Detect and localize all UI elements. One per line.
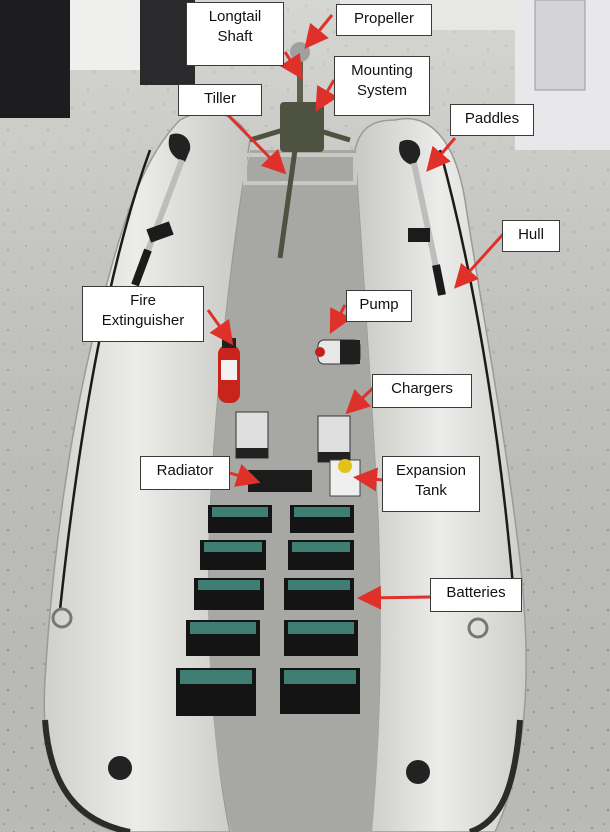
arrow-batteries	[357, 585, 431, 610]
pump-head	[340, 340, 360, 364]
label-hull-text: Hull	[518, 226, 544, 243]
arrow-fire	[206, 309, 234, 346]
label-paddles-text: Paddles	[464, 110, 520, 127]
label-longtail-line2: Shaft	[217, 28, 253, 45]
label-longtail-line1: Longtail	[208, 8, 262, 25]
transom-frame	[243, 153, 357, 185]
label-mounting-line1: Mounting	[351, 62, 413, 79]
arrow-chargers	[345, 386, 375, 415]
label-hull: Hull	[502, 220, 560, 252]
mount-arm-left	[249, 122, 301, 143]
arrow-tiller	[223, 110, 287, 175]
label-pump: Pump	[346, 290, 412, 322]
hull-rope-left	[58, 149, 152, 611]
trash-bin	[0, 0, 70, 118]
label-radiator-text: Radiator	[156, 462, 214, 479]
extinguisher-head	[222, 338, 236, 348]
propeller	[290, 42, 310, 62]
charger-left-end	[236, 448, 268, 458]
paddle-right	[399, 139, 446, 296]
hull-rope-right	[438, 149, 517, 611]
label-fire-line2: Extinguisher	[101, 312, 185, 329]
d-ring-right	[467, 617, 489, 639]
label-mounting-system: Mounting System	[334, 56, 430, 116]
label-batteries: Batteries	[430, 578, 522, 612]
label-propeller-text: Propeller	[353, 10, 415, 27]
arrow-longtail	[279, 51, 303, 80]
d-ring-left	[51, 607, 73, 629]
label-chargers: Chargers	[372, 374, 472, 408]
mount-arm-right	[299, 122, 351, 143]
valve-right	[406, 760, 430, 784]
annotation-arrows	[206, 14, 507, 610]
label-fire-extinguisher: Fire Extinguisher	[82, 286, 204, 342]
hull-bottom-edge	[42, 719, 523, 832]
dark-case	[140, 0, 195, 85]
label-expansion-line2: Tank	[415, 482, 447, 499]
whiteboard-frame	[534, 0, 586, 91]
extinguisher-label	[221, 360, 237, 380]
arrow-radiator	[229, 464, 261, 487]
label-mounting-line2: System	[356, 82, 407, 99]
valve-left	[108, 756, 132, 780]
arrow-hull	[453, 230, 507, 289]
pump-red-cap	[315, 347, 325, 357]
wall	[70, 0, 140, 70]
label-tiller-text: Tiller	[204, 90, 236, 107]
label-fire-line1: Fire	[130, 292, 156, 309]
arrow-expansion	[353, 467, 384, 492]
label-propeller: Propeller	[336, 4, 432, 36]
radiator	[248, 470, 312, 492]
label-pump-text: Pump	[359, 296, 399, 313]
arrow-mounting	[315, 79, 338, 112]
label-tiller: Tiller	[178, 84, 262, 116]
label-expansion-line1: Expansion	[395, 462, 467, 479]
label-chargers-text: Chargers	[391, 380, 453, 397]
label-batteries-text: Batteries	[446, 584, 506, 601]
paddle-left	[131, 133, 191, 287]
label-paddles: Paddles	[450, 104, 534, 136]
arrow-paddles	[426, 137, 457, 172]
label-longtail-shaft: Longtail Shaft	[186, 2, 284, 66]
battery-packs	[176, 505, 360, 716]
expansion-tank-cap	[338, 459, 352, 473]
arrow-pump	[329, 304, 352, 334]
charger-right-end	[318, 452, 350, 462]
tiller-arm	[277, 149, 298, 259]
label-radiator: Radiator	[140, 456, 230, 490]
arrow-propeller	[304, 14, 334, 49]
label-expansion-tank: Expansion Tank	[382, 456, 480, 512]
